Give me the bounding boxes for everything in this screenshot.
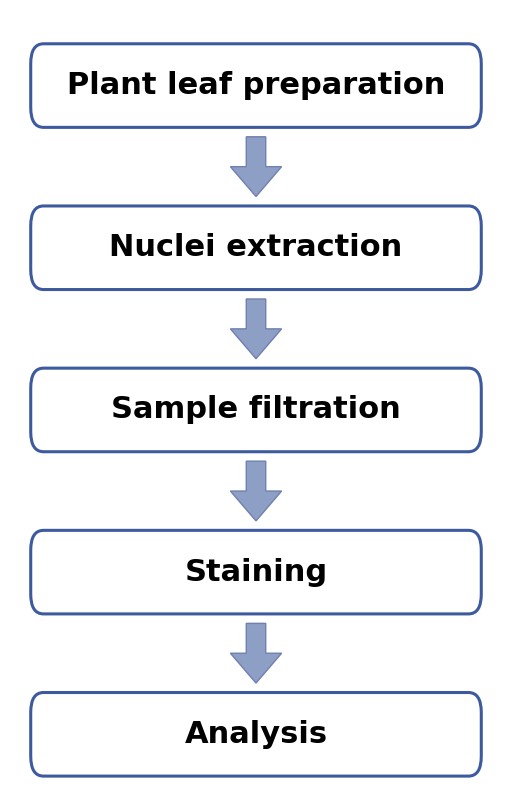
Polygon shape [230,137,282,197]
Text: Staining: Staining [184,558,328,587]
FancyBboxPatch shape [31,206,481,290]
Polygon shape [230,623,282,683]
FancyBboxPatch shape [31,693,481,776]
Polygon shape [230,461,282,521]
Text: Analysis: Analysis [184,720,328,749]
Text: Nuclei extraction: Nuclei extraction [110,233,402,262]
FancyBboxPatch shape [31,530,481,614]
Polygon shape [230,299,282,359]
FancyBboxPatch shape [31,368,481,452]
Text: Plant leaf preparation: Plant leaf preparation [67,71,445,100]
FancyBboxPatch shape [31,44,481,127]
Text: Sample filtration: Sample filtration [111,396,401,424]
